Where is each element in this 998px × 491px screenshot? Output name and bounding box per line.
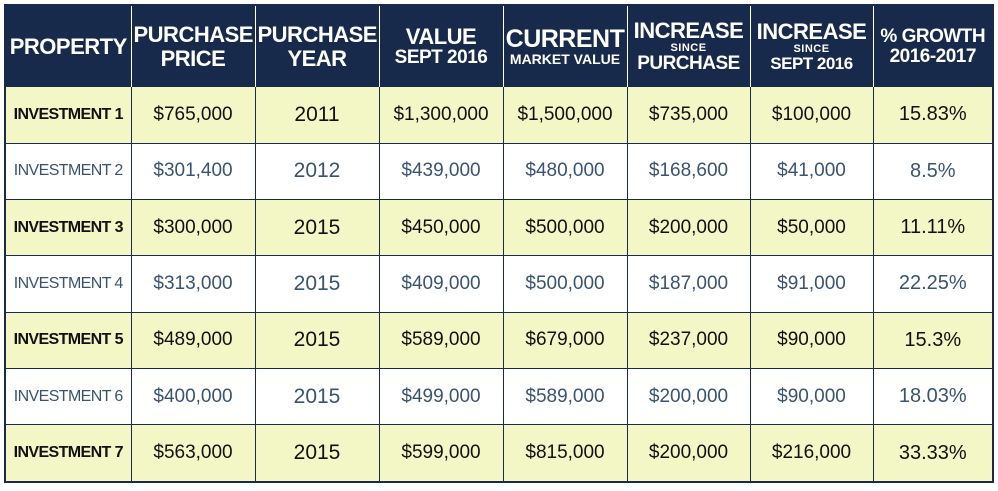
header-purchase-price: PURCHASE PRICE — [131, 6, 256, 87]
cell-purchase-year: 2011 — [255, 87, 380, 144]
cell-increase-since-sept-2016: $90,000 — [750, 312, 874, 369]
header-growth-line2: 2016-2017 — [889, 45, 977, 67]
cell-purchase-price: $301,400 — [131, 143, 256, 201]
cell-increase-since-sept-2016: $91,000 — [750, 255, 874, 313]
cell-property: INVESTMENT 1 — [6, 87, 132, 144]
cell-purchase-year: 2012 — [255, 143, 380, 201]
cell-growth: 11.11% — [873, 199, 992, 257]
header-property-text: PROPERTY — [9, 33, 128, 59]
header-growth: % GROWTH 2016-2017 — [873, 6, 992, 87]
cell-current-market-value: $1,500,000 — [503, 87, 628, 144]
cell-purchase-year: 2015 — [255, 368, 380, 426]
header-increase-since-purchase: INCREASE SINCE PURCHASE — [627, 6, 751, 87]
cell-value-sept-2016: $599,000 — [379, 424, 504, 481]
header-property: PROPERTY — [6, 6, 132, 87]
cell-purchase-price: $765,000 — [131, 87, 256, 144]
cell-growth: 15.83% — [873, 87, 992, 144]
cell-value-sept-2016: $1,300,000 — [379, 87, 504, 144]
table-body: INVESTMENT 1 $765,000 2011 $1,300,000 $1… — [6, 87, 992, 481]
cell-property: INVESTMENT 3 — [6, 199, 132, 257]
cell-increase-since-sept-2016: $100,000 — [750, 87, 874, 144]
cell-property: INVESTMENT 4 — [6, 255, 132, 313]
table-row: INVESTMENT 5 $489,000 2015 $589,000 $679… — [6, 312, 992, 369]
investment-table: PROPERTY PURCHASE PRICE PURCHASE YEAR VA… — [6, 6, 992, 481]
cell-property: INVESTMENT 2 — [6, 143, 132, 201]
cell-increase-since-purchase: $168,600 — [627, 143, 751, 201]
cell-increase-since-sept-2016: $216,000 — [750, 424, 874, 481]
header-current-market-value: CURRENT MARKET VALUE — [503, 6, 628, 87]
header-inc-purchase-line3: PURCHASE — [637, 53, 740, 75]
table-row: INVESTMENT 2 $301,400 2012 $439,000 $480… — [6, 143, 992, 201]
header-increase-since-sept-2016: INCREASE SINCE SEPT 2016 — [750, 6, 874, 87]
table-row: INVESTMENT 1 $765,000 2011 $1,300,000 $1… — [6, 87, 992, 144]
cell-current-market-value: $500,000 — [503, 199, 628, 257]
header-purchase-price-line1: PURCHASE — [133, 22, 254, 48]
header-value-line2: SEPT 2016 — [394, 47, 488, 69]
cell-value-sept-2016: $499,000 — [379, 368, 504, 426]
table-row: INVESTMENT 3 $300,000 2015 $450,000 $500… — [6, 199, 992, 257]
cell-property: INVESTMENT 6 — [6, 368, 132, 426]
cell-current-market-value: $500,000 — [503, 255, 628, 313]
cell-purchase-price: $313,000 — [131, 255, 256, 313]
cell-property: INVESTMENT 7 — [6, 424, 132, 481]
cell-growth: 8.5% — [873, 143, 992, 201]
cell-current-market-value: $480,000 — [503, 143, 628, 201]
header-current-line2: MARKET VALUE — [509, 51, 621, 68]
cell-purchase-price: $300,000 — [131, 199, 256, 257]
header-row: PROPERTY PURCHASE PRICE PURCHASE YEAR VA… — [6, 6, 992, 87]
cell-current-market-value: $679,000 — [503, 312, 628, 369]
cell-growth: 22.25% — [873, 255, 992, 313]
cell-value-sept-2016: $450,000 — [379, 199, 504, 257]
header-purchase-year-line2: YEAR — [287, 45, 347, 71]
table-row: INVESTMENT 6 $400,000 2015 $499,000 $589… — [6, 368, 992, 426]
cell-increase-since-sept-2016: $90,000 — [750, 368, 874, 426]
cell-value-sept-2016: $409,000 — [379, 255, 504, 313]
cell-property: INVESTMENT 5 — [6, 312, 132, 369]
cell-increase-since-purchase: $735,000 — [627, 87, 751, 144]
cell-increase-since-sept-2016: $50,000 — [750, 199, 874, 257]
cell-current-market-value: $589,000 — [503, 368, 628, 426]
table-row: INVESTMENT 4 $313,000 2015 $409,000 $500… — [6, 255, 992, 313]
cell-value-sept-2016: $439,000 — [379, 143, 504, 201]
cell-purchase-price: $400,000 — [131, 368, 256, 426]
cell-increase-since-purchase: $237,000 — [627, 312, 751, 369]
header-inc-purchase-line1: INCREASE — [633, 17, 744, 43]
header-inc-sept-line3: SEPT 2016 — [770, 54, 853, 74]
header-inc-sept-line2: SINCE — [793, 43, 830, 56]
header-inc-purchase-line2: SINCE — [670, 42, 707, 55]
header-purchase-price-line2: PRICE — [160, 45, 226, 71]
header-purchase-year-line1: PURCHASE — [257, 22, 378, 48]
cell-purchase-price: $563,000 — [131, 424, 256, 481]
cell-purchase-price: $489,000 — [131, 312, 256, 369]
header-purchase-year: PURCHASE YEAR — [255, 6, 380, 87]
cell-purchase-year: 2015 — [255, 424, 380, 481]
cell-growth: 33.33% — [873, 424, 992, 481]
cell-purchase-year: 2015 — [255, 255, 380, 313]
cell-current-market-value: $815,000 — [503, 424, 628, 481]
cell-increase-since-purchase: $187,000 — [627, 255, 751, 313]
cell-increase-since-purchase: $200,000 — [627, 199, 751, 257]
cell-increase-since-sept-2016: $41,000 — [750, 143, 874, 201]
header-inc-sept-line1: INCREASE — [756, 18, 867, 44]
cell-value-sept-2016: $589,000 — [379, 312, 504, 369]
header-value-line1: VALUE — [405, 23, 477, 49]
table-row: INVESTMENT 7 $563,000 2015 $599,000 $815… — [6, 424, 992, 481]
investment-table-container: PROPERTY PURCHASE PRICE PURCHASE YEAR VA… — [4, 4, 994, 483]
cell-purchase-year: 2015 — [255, 199, 380, 257]
cell-growth: 18.03% — [873, 368, 992, 426]
header-value-sept-2016: VALUE SEPT 2016 — [379, 6, 504, 87]
cell-growth: 15.3% — [873, 312, 992, 369]
cell-increase-since-purchase: $200,000 — [627, 424, 751, 481]
header-growth-line1: % GROWTH — [880, 25, 986, 47]
cell-increase-since-purchase: $200,000 — [627, 368, 751, 426]
cell-purchase-year: 2015 — [255, 312, 380, 369]
header-current-line1: CURRENT — [505, 25, 625, 54]
